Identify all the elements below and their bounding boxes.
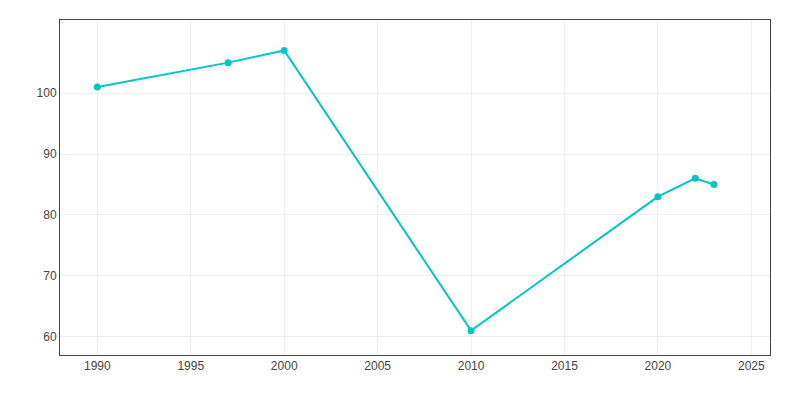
svg-text:80: 80 [43,208,57,222]
svg-text:1990: 1990 [84,359,111,373]
svg-text:60: 60 [43,330,57,344]
svg-text:1995: 1995 [177,359,204,373]
svg-text:100: 100 [37,86,57,100]
svg-text:2005: 2005 [364,359,391,373]
svg-text:2015: 2015 [551,359,578,373]
svg-text:2025: 2025 [738,359,765,373]
svg-text:2010: 2010 [458,359,485,373]
svg-text:2000: 2000 [271,359,298,373]
svg-text:2020: 2020 [645,359,672,373]
svg-text:90: 90 [43,147,57,161]
svg-text:70: 70 [43,269,57,283]
